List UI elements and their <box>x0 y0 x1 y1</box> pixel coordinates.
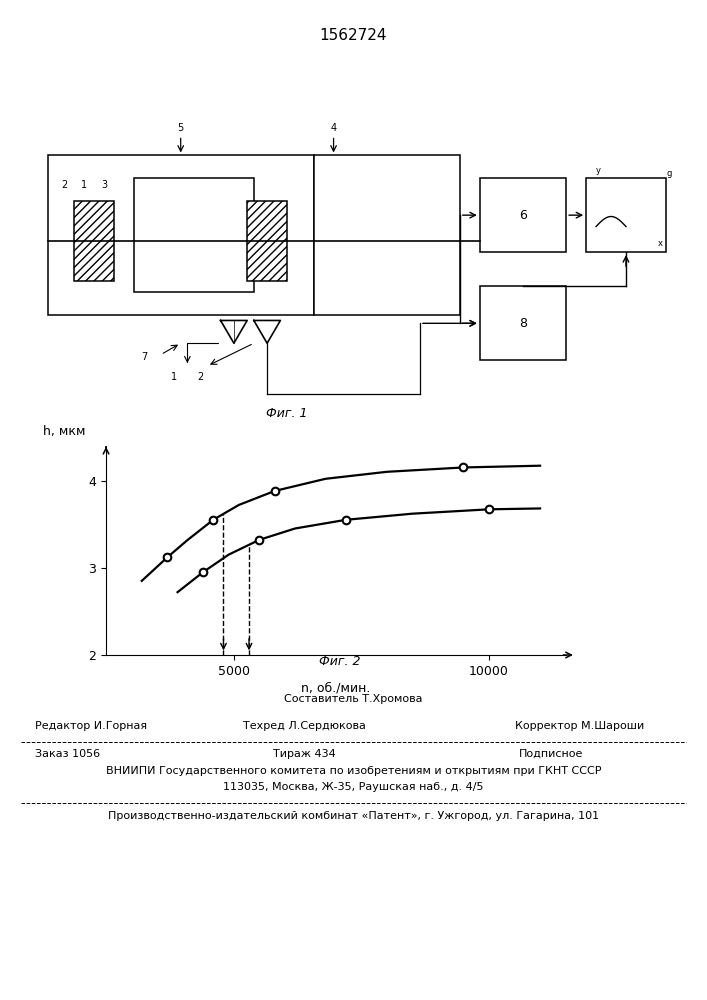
Text: Тираж 434: Тираж 434 <box>273 749 335 759</box>
Bar <box>134 178 254 292</box>
Text: 8: 8 <box>519 317 527 330</box>
Bar <box>247 201 287 281</box>
Text: Техред Л.Сердюкова: Техред Л.Сердюкова <box>243 721 366 731</box>
Text: Подписное: Подписное <box>519 749 584 759</box>
Text: 2: 2 <box>62 180 68 190</box>
X-axis label: n, об./мин.: n, об./мин. <box>301 682 370 695</box>
Text: Фиг. 1: Фиг. 1 <box>267 407 308 420</box>
Text: Заказ 1056: Заказ 1056 <box>35 749 100 759</box>
Text: 2: 2 <box>197 372 204 382</box>
Text: Составитель Т.Хромова: Составитель Т.Хромова <box>284 694 423 704</box>
Text: Редактор И.Горная: Редактор И.Горная <box>35 721 148 731</box>
Text: 6: 6 <box>519 209 527 222</box>
Bar <box>480 286 566 360</box>
Y-axis label: h, мкм: h, мкм <box>43 425 86 438</box>
Text: 5: 5 <box>177 123 184 133</box>
Text: x: x <box>658 239 662 248</box>
Bar <box>480 178 566 252</box>
Bar <box>74 201 115 281</box>
Text: 4: 4 <box>330 123 337 133</box>
Text: Корректор М.Шароши: Корректор М.Шароши <box>515 721 644 731</box>
Text: y: y <box>596 166 601 175</box>
Text: 1562724: 1562724 <box>320 27 387 42</box>
Text: Производственно-издательский комбинат «Патент», г. Ужгород, ул. Гагарина, 101: Производственно-издательский комбинат «П… <box>108 811 599 821</box>
Bar <box>314 155 460 315</box>
Text: 7: 7 <box>141 352 147 362</box>
Bar <box>48 155 314 315</box>
Text: 3: 3 <box>101 180 107 190</box>
Text: 113035, Москва, Ж-35, Раушская наб., д. 4/5: 113035, Москва, Ж-35, Раушская наб., д. … <box>223 782 484 792</box>
Text: g: g <box>667 169 672 178</box>
Bar <box>586 178 666 252</box>
Text: ВНИИПИ Государственного комитета по изобретениям и открытиям при ГКНТ СССР: ВНИИПИ Государственного комитета по изоб… <box>106 766 601 776</box>
Text: 1: 1 <box>171 372 177 382</box>
Text: Фиг. 2: Фиг. 2 <box>319 655 360 668</box>
Text: 1: 1 <box>81 180 88 190</box>
